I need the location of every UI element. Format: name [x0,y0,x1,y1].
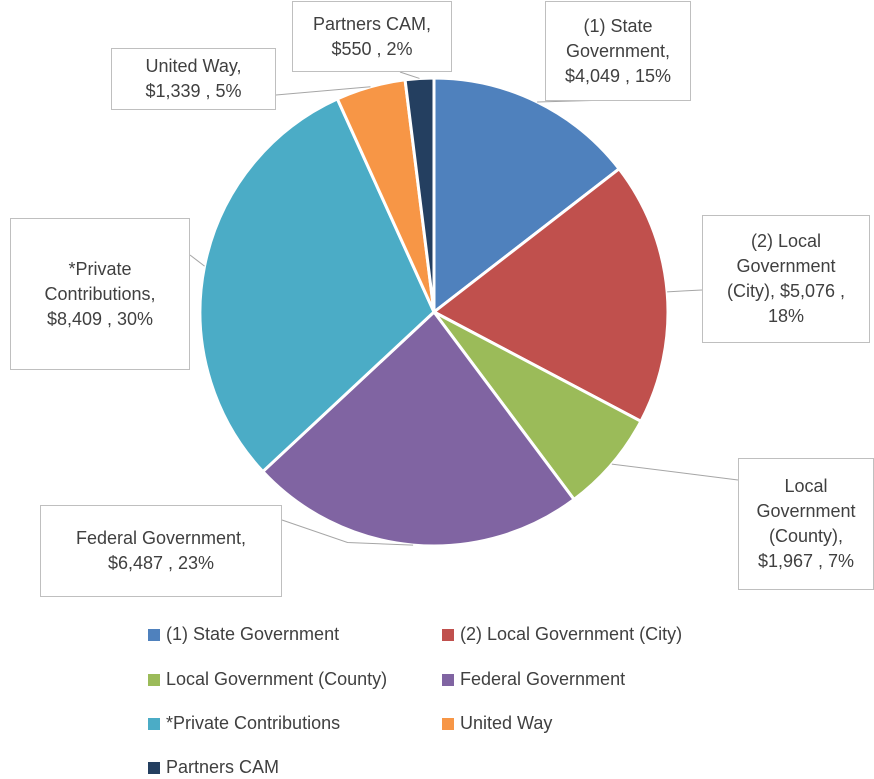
callout-box [702,215,870,343]
callout-box [545,1,691,101]
leader-line [281,519,414,546]
data-label: (1) State Government, $4,049 , 15% [564,15,672,86]
legend-label: Local Government (County) [166,669,387,689]
legend-swatch [148,762,160,774]
callout-box [10,218,190,370]
callout-box [738,458,874,590]
leader-line [275,86,371,96]
data-label: (2) Local Government (City), $5,076 , 18… [726,231,846,326]
callout-box [111,48,276,110]
legend-swatch [148,674,160,686]
pie-slice [432,310,643,502]
leader-line [399,71,420,79]
legend-swatch [148,629,160,641]
callout: (2) Local Government (City), $5,076 , 18… [726,231,846,326]
legend-label: (2) Local Government (City) [460,624,682,644]
legend-label: United Way [460,713,552,733]
pie-slice [432,76,622,316]
callout: Local Government (County), $1,967 , 7% [756,476,856,571]
callout: United Way, $1,339 , 5% [145,56,242,101]
data-label: Local Government (County), $1,967 , 7% [756,476,856,571]
pie-slice [403,76,436,313]
callout: *Private Contributions, $8,409 , 30% [44,258,156,329]
data-label: Partners CAM, $550 , 2% [312,13,432,59]
data-label: United Way, $1,339 , 5% [145,56,242,101]
legend-label: *Private Contributions [166,713,340,733]
pie-slice [260,309,577,548]
data-label: *Private Contributions, $8,409 , 30% [44,258,156,329]
legend-label: (1) State Government [166,624,339,644]
legend-swatch [442,629,454,641]
callout: Partners CAM, $550 , 2% [312,13,432,59]
legend-swatch [148,718,160,730]
leader-line [611,463,739,481]
legend-label: Partners CAM [166,757,279,777]
pie-slice [431,166,670,424]
leader-line [667,289,703,293]
callout: (1) State Government, $4,049 , 15% [564,15,672,86]
callout-box [40,505,282,597]
callout-box [292,1,452,72]
legend-swatch [442,674,454,686]
data-label: Federal Government, $6,487 , 23% [75,528,247,573]
leader-line [189,254,205,267]
legend-swatch [442,718,454,730]
pie-slice [198,96,436,474]
legend-label: Federal Government [460,669,625,689]
callout: Federal Government, $6,487 , 23% [75,528,247,573]
